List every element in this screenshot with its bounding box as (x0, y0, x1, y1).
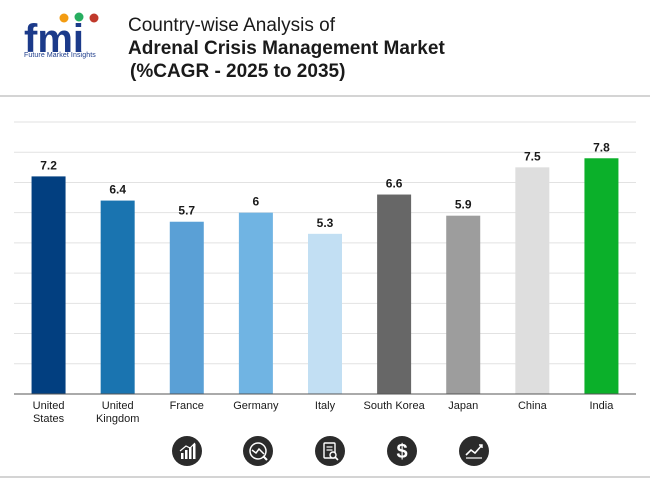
dollar-icon: $ (387, 436, 417, 466)
value-label-1: 6.4 (109, 183, 126, 197)
value-label-6: 5.9 (455, 198, 472, 212)
line-chart-icon (459, 436, 489, 466)
document-search-icon (315, 436, 345, 466)
value-label-5: 6.6 (386, 177, 403, 191)
trend-globe-icon (243, 436, 273, 466)
bar-4 (308, 233, 342, 394)
svg-text:$: $ (396, 441, 407, 463)
bar-3 (238, 212, 273, 394)
category-label-1: United Kingdom (96, 400, 139, 425)
category-label-7: China (518, 400, 548, 412)
logo-text: fmi (24, 17, 84, 61)
icon-row: $ (0, 436, 650, 470)
value-label-8: 7.8 (593, 140, 610, 154)
category-label-4: Italy (315, 400, 336, 412)
bar-1 (100, 200, 135, 394)
bar-5 (377, 194, 412, 394)
bar-8 (584, 158, 619, 394)
fmi-logo: fmi (24, 12, 99, 61)
header-divider (0, 95, 650, 97)
category-label-6: Japan (448, 400, 478, 412)
value-label-7: 7.5 (524, 149, 541, 163)
title-line-3: (%CAGR - 2025 to 2035) (130, 61, 346, 82)
logo-subtitle: Future Market Insights (24, 52, 96, 59)
category-label-0: United States (33, 400, 65, 425)
chart-title: Country-wise Analysis of Adrenal Crisis … (128, 14, 445, 83)
footer-divider (0, 476, 650, 478)
value-label-3: 6 (253, 195, 260, 209)
header: fmi Future Market Insights Country-wise … (0, 0, 650, 95)
value-label-4: 5.3 (317, 216, 334, 230)
category-label-3: Germany (233, 400, 279, 412)
bar-7 (515, 167, 550, 394)
category-label-5: South Korea (364, 400, 426, 412)
chart-area: 7.2 United States 6.4 United Kingdom 5.7 France… (0, 97, 650, 427)
bar-chart: 7.2 United States 6.4 United Kingdom 5.7 France… (14, 121, 636, 425)
bar-chart-icon (172, 436, 202, 466)
bar-0 (31, 176, 66, 394)
bar-6 (446, 215, 481, 394)
value-label-2: 5.7 (178, 204, 195, 218)
value-label-0: 7.2 (40, 158, 57, 172)
title-line-1: Country-wise Analysis of (128, 15, 335, 36)
title-line-2: Adrenal Crisis Management Market (128, 38, 445, 59)
category-label-8: India (590, 400, 615, 412)
bar-2 (169, 221, 204, 394)
category-label-2: France (170, 400, 204, 412)
